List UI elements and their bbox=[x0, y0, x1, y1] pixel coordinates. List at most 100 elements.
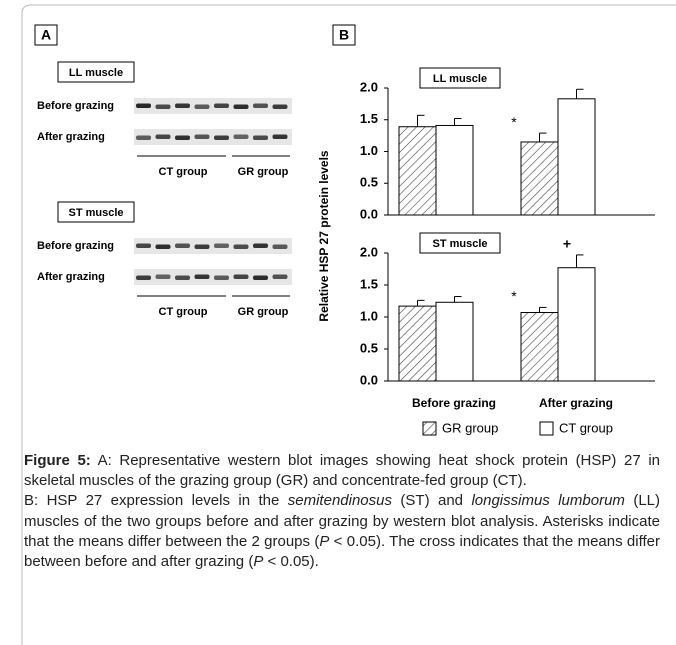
bar bbox=[557, 267, 596, 382]
caption-text: A: Representative western blot images sh… bbox=[24, 452, 660, 490]
blot-band bbox=[272, 134, 288, 139]
group-label: CT group bbox=[159, 166, 208, 178]
error-bar bbox=[454, 117, 462, 126]
caption-text: (ST) and bbox=[392, 492, 472, 510]
blot-band bbox=[214, 275, 229, 280]
bar bbox=[398, 305, 437, 382]
blot-band bbox=[233, 274, 249, 279]
legend-swatch bbox=[539, 421, 554, 436]
blot-band bbox=[136, 275, 151, 280]
blot-band bbox=[253, 103, 268, 108]
bar bbox=[435, 124, 474, 216]
blot-bg bbox=[134, 98, 292, 114]
blot-title: ST muscle bbox=[68, 207, 123, 219]
blot-bg bbox=[134, 129, 292, 145]
blot-band bbox=[194, 274, 210, 279]
error-bar bbox=[454, 296, 462, 303]
caption: Figure 5: A: Representative western blot… bbox=[24, 451, 660, 572]
blot-title-box bbox=[57, 61, 135, 83]
blot-band bbox=[136, 243, 151, 248]
y-tick-label: 2.0 bbox=[360, 244, 378, 259]
blot-band bbox=[155, 104, 171, 109]
x-tick-label: Before grazing bbox=[412, 396, 496, 410]
error-bar bbox=[539, 132, 547, 142]
blot-band bbox=[194, 104, 210, 109]
significance-marker: + bbox=[563, 236, 571, 252]
y-tick-label: 1.5 bbox=[360, 276, 378, 291]
frame bbox=[21, 4, 676, 645]
row-label: Before grazing bbox=[37, 100, 114, 112]
panel-title-box bbox=[419, 232, 501, 254]
error-bar bbox=[576, 88, 584, 99]
blot-title: LL muscle bbox=[69, 67, 123, 79]
blot-band bbox=[175, 135, 190, 140]
row-label: After grazing bbox=[37, 271, 105, 283]
blot-band bbox=[155, 274, 171, 279]
blot-band bbox=[136, 103, 151, 108]
blot-band bbox=[175, 243, 190, 248]
caption-text: P bbox=[319, 532, 330, 550]
blot-band bbox=[233, 104, 249, 109]
blot-band bbox=[233, 134, 249, 139]
error-bar bbox=[417, 114, 425, 127]
blot-band bbox=[194, 244, 210, 249]
blot-bg bbox=[134, 238, 292, 254]
y-tick-label: 1.0 bbox=[360, 308, 378, 323]
caption-text: (LL) muscles of the two groups before an… bbox=[24, 492, 660, 550]
caption-text: < 0.05). bbox=[263, 553, 319, 571]
caption-text: semitendinosus bbox=[287, 492, 392, 510]
blot-band bbox=[272, 244, 288, 249]
blot-band bbox=[233, 244, 249, 249]
bar bbox=[520, 141, 559, 216]
bar bbox=[557, 98, 596, 216]
panel-label: A bbox=[41, 27, 51, 43]
blot-band bbox=[175, 103, 190, 108]
blot-band bbox=[272, 104, 288, 109]
legend-label: CT group bbox=[559, 420, 613, 435]
caption-label: Figure 5: bbox=[24, 452, 91, 469]
panel-label-box bbox=[34, 24, 58, 46]
blot-title-box bbox=[57, 201, 135, 223]
blot-band bbox=[253, 243, 268, 248]
blot-band bbox=[194, 134, 210, 139]
x-tick-label: After grazing bbox=[539, 396, 613, 410]
blot-band bbox=[214, 243, 229, 248]
panel-label: B bbox=[339, 27, 349, 43]
y-tick-label: 0.5 bbox=[360, 340, 378, 355]
group-label: CT group bbox=[159, 306, 208, 318]
group-label: GR group bbox=[238, 306, 289, 318]
caption-paragraph: Figure 5: A: Representative western blot… bbox=[24, 451, 660, 491]
panel-title: LL muscle bbox=[433, 73, 487, 85]
y-tick-label: 0.0 bbox=[360, 372, 378, 387]
y-tick-label: 0.0 bbox=[360, 206, 378, 221]
bar bbox=[435, 301, 474, 382]
error-bar bbox=[576, 254, 584, 268]
y-tick-label: 2.0 bbox=[360, 79, 378, 94]
error-bar bbox=[539, 306, 547, 313]
significance-marker: * bbox=[511, 114, 517, 130]
blot-band bbox=[155, 134, 171, 139]
caption-text: P bbox=[253, 553, 264, 571]
blot-band bbox=[214, 103, 229, 108]
caption-paragraph: B: HSP 27 expression levels in the semit… bbox=[24, 491, 660, 572]
legend-swatch bbox=[422, 421, 437, 436]
blot-band bbox=[136, 135, 151, 140]
row-label: After grazing bbox=[37, 131, 105, 143]
caption-text: longissimus lumborum bbox=[471, 492, 625, 510]
blot-band bbox=[214, 135, 229, 140]
panel-title: ST muscle bbox=[432, 238, 487, 250]
caption-text: < 0.05). The cross indicates that the me… bbox=[24, 532, 660, 571]
caption-text: B: HSP 27 expression levels in the bbox=[24, 492, 288, 510]
blot-band bbox=[272, 274, 288, 279]
row-label: Before grazing bbox=[37, 240, 114, 252]
blot-band bbox=[253, 275, 268, 280]
blot-band bbox=[175, 275, 190, 280]
blot-band bbox=[253, 135, 268, 140]
significance-marker: * bbox=[511, 288, 517, 304]
y-axis-label: Relative HSP 27 protein levels bbox=[317, 150, 331, 322]
bar bbox=[398, 126, 437, 216]
legend-label: GR group bbox=[442, 420, 498, 435]
blot-bg bbox=[134, 269, 292, 285]
